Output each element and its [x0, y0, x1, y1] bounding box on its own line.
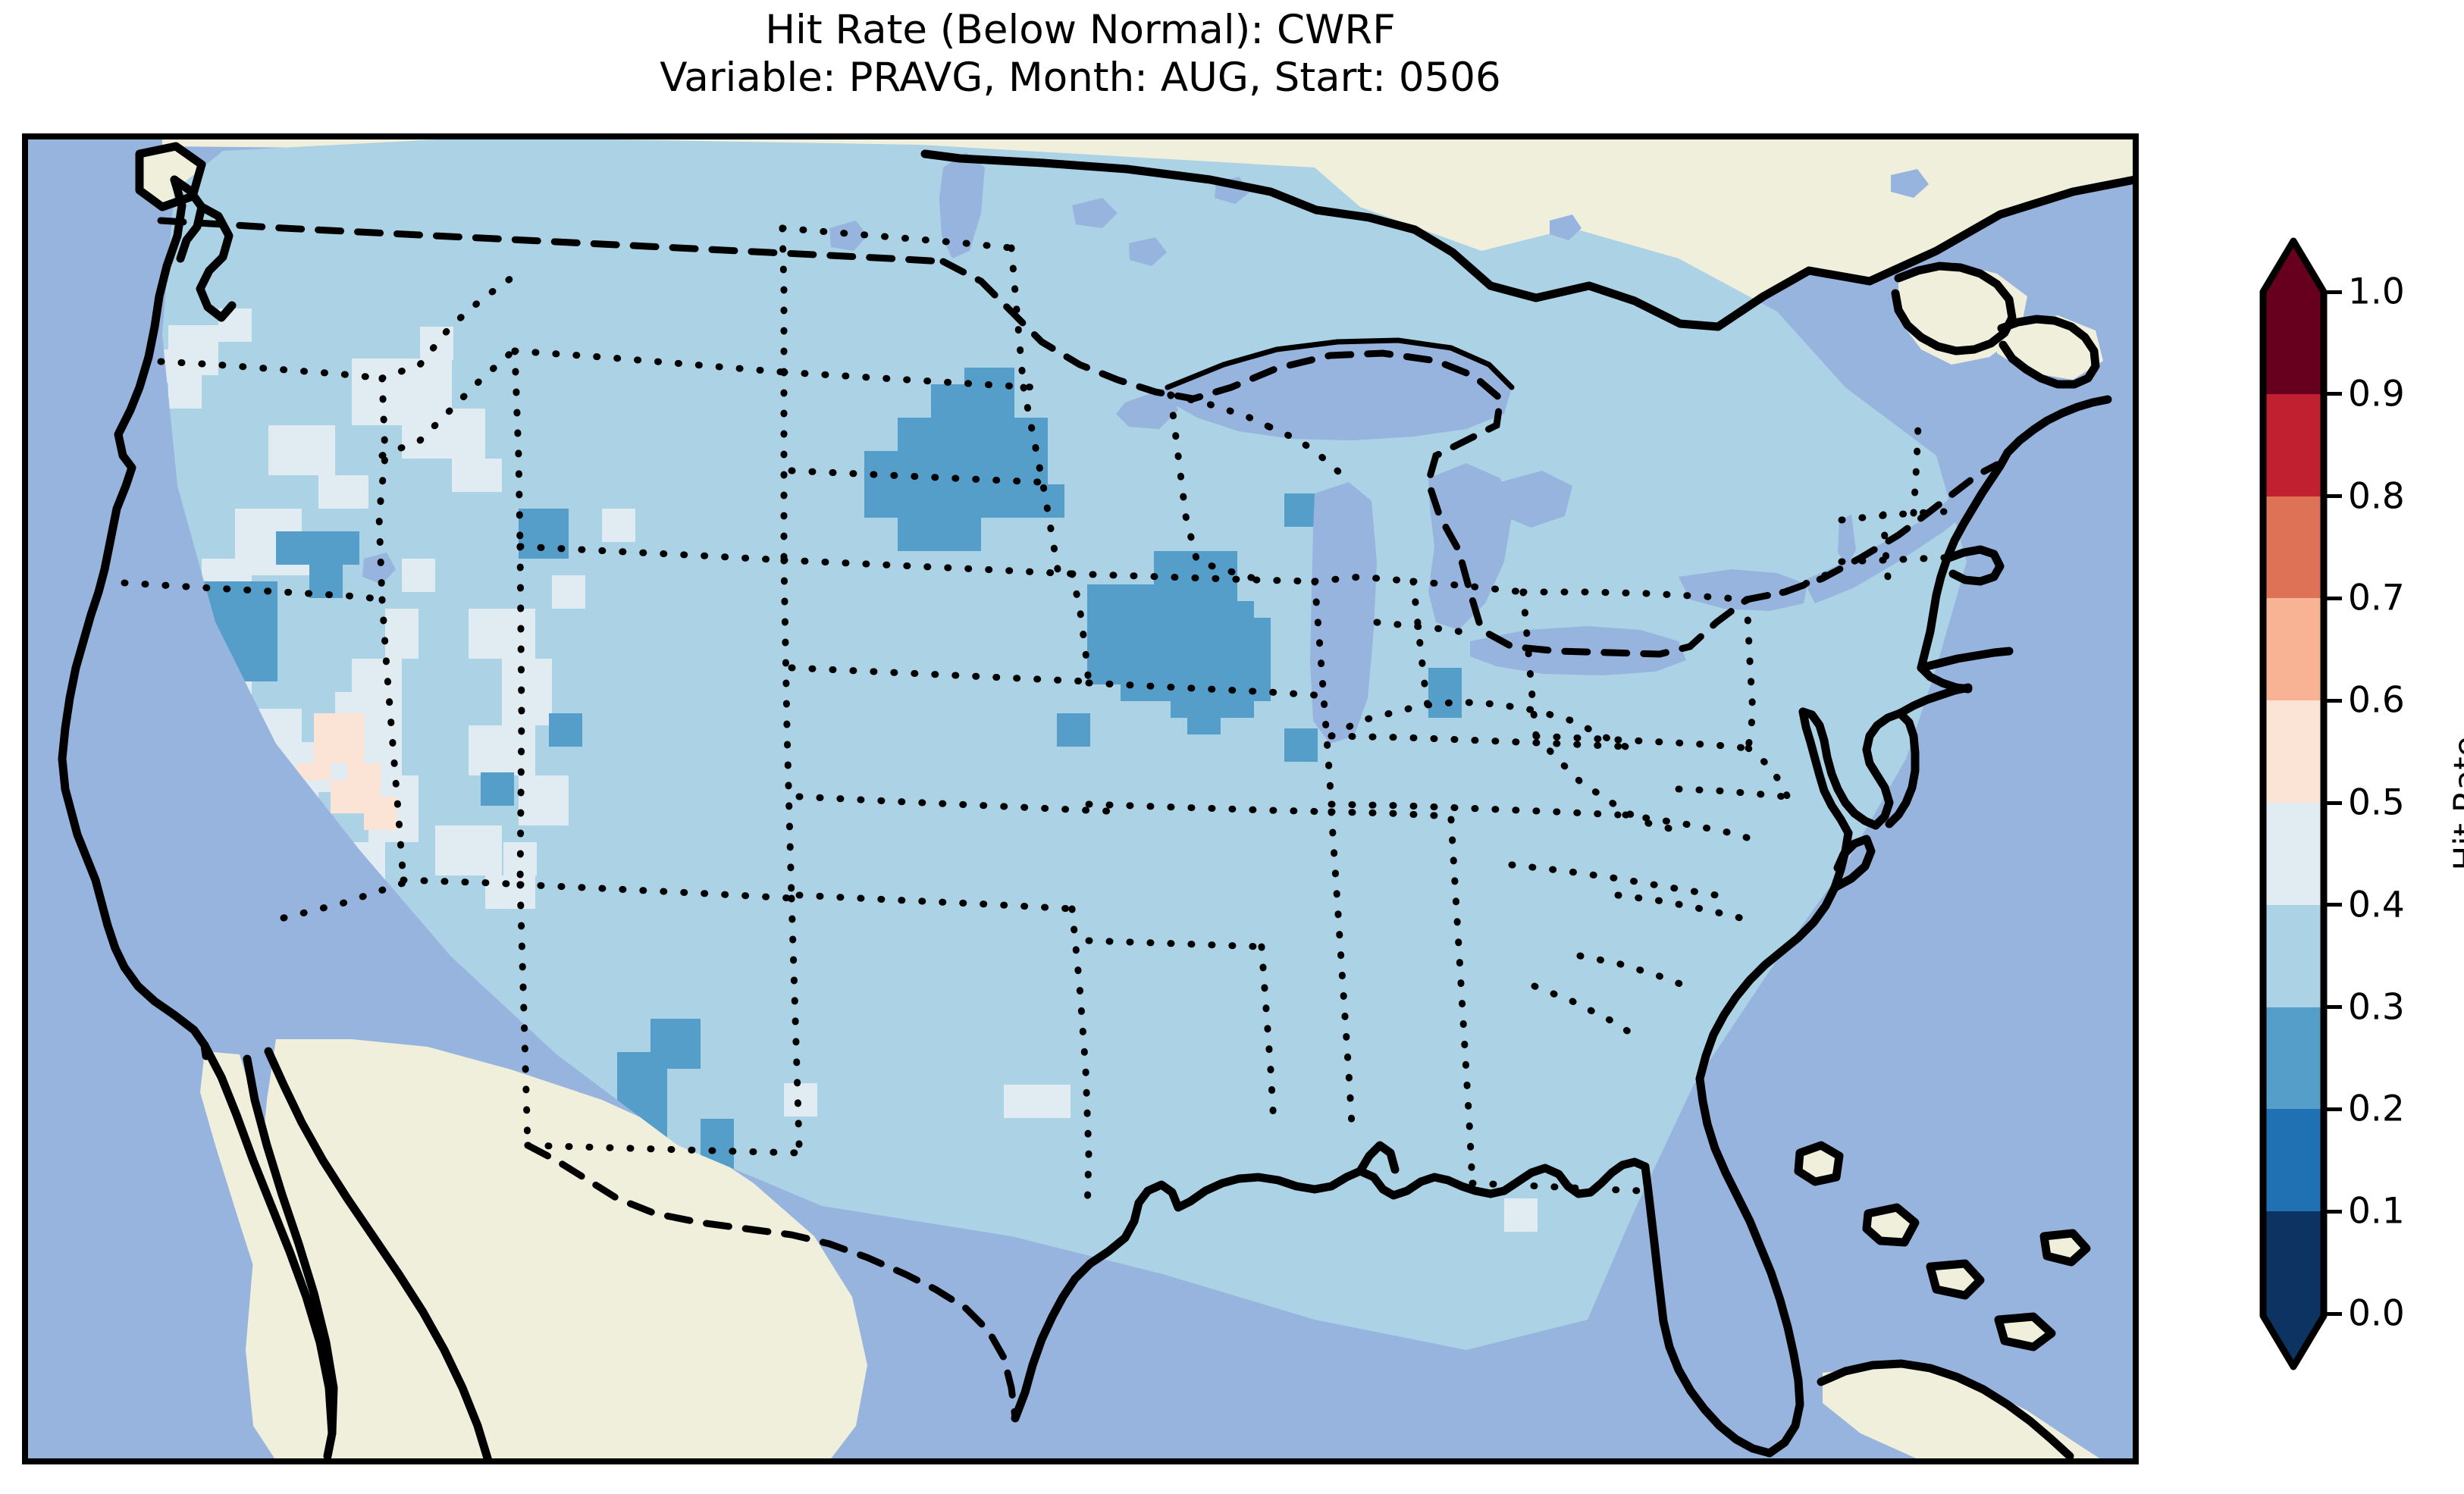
- colorbar-bands: [2263, 241, 2324, 1364]
- colorbar-tick-label-8: 0.2: [2348, 1088, 2405, 1130]
- colorbar-tick-label-10: 0.0: [2348, 1292, 2405, 1335]
- colorbar-tick-8: [2324, 1107, 2342, 1111]
- colorbar-tick-5: [2324, 800, 2342, 805]
- colorbar-band-4: [2263, 700, 2324, 803]
- colorbar-tick-6: [2324, 903, 2342, 907]
- colorbar-band-2: [2263, 496, 2324, 599]
- colorbar-tick-4: [2324, 698, 2342, 703]
- state-boundaries: [121, 217, 2001, 1422]
- colorbar-extend-min: [2263, 1314, 2324, 1364]
- colorbar-band-0: [2263, 292, 2324, 395]
- figure-title: Hit Rate (Below Normal): CWRF Variable: …: [0, 6, 2161, 102]
- colorbar-band-1: [2263, 393, 2324, 497]
- colorbar-band-9: [2263, 1211, 2324, 1314]
- colorbar-tick-0: [2324, 290, 2342, 294]
- colorbar-axis-label: Hit Rate: [2447, 736, 2464, 871]
- colorbar-tick-label-9: 0.1: [2348, 1190, 2405, 1232]
- colorbar-band-6: [2263, 904, 2324, 1008]
- colorbar-tick-2: [2324, 494, 2342, 499]
- colorbar-band-5: [2263, 803, 2324, 906]
- colorbar-extend-max: [2263, 241, 2324, 292]
- colorbar-tick-label-0: 1.0: [2348, 271, 2405, 313]
- colorbar-tick-10: [2324, 1311, 2342, 1316]
- colorbar-tick-label-7: 0.3: [2348, 986, 2405, 1029]
- title-line-2: Variable: PRAVG, Month: AUG, Start: 0506: [660, 55, 1501, 101]
- colorbar-tick-label-6: 0.4: [2348, 884, 2405, 926]
- colorbar-tick-label-1: 0.9: [2348, 373, 2405, 415]
- title-line-1: Hit Rate (Below Normal): CWRF: [765, 7, 1396, 53]
- coastlines: [58, 142, 2135, 1461]
- colorbar-band-7: [2263, 1007, 2324, 1110]
- colorbar-band-8: [2263, 1109, 2324, 1212]
- colorbar-tick-1: [2324, 392, 2342, 396]
- colorbar-tick-label-2: 0.8: [2348, 475, 2405, 518]
- colorbar-tick-9: [2324, 1209, 2342, 1214]
- colorbar-tick-label-3: 0.7: [2348, 577, 2405, 619]
- colorbar-band-3: [2263, 598, 2324, 701]
- map-panel[interactable]: [22, 133, 2139, 1464]
- map-svg: [26, 137, 2135, 1461]
- colorbar-tick-3: [2324, 596, 2342, 600]
- colorbar-tick-label-4: 0.6: [2348, 679, 2405, 722]
- colorbar-tick-label-5: 0.5: [2348, 781, 2405, 824]
- colorbar-tick-7: [2324, 1005, 2342, 1010]
- colorbar[interactable]: 1.0 0.9 0.8 0.7 0.6 0.5 0.4 0.3 0.2 0.1 0.0 Hit Ra…: [2259, 227, 2464, 1380]
